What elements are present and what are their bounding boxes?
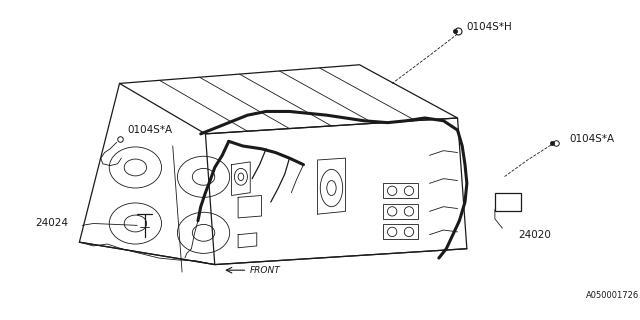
Text: FRONT: FRONT — [250, 266, 281, 275]
Bar — [383, 204, 419, 219]
Text: A050001726: A050001726 — [586, 291, 639, 300]
Bar — [383, 224, 419, 239]
Text: 0104S*A: 0104S*A — [127, 125, 172, 135]
Bar — [383, 183, 419, 198]
Text: 0104S*H: 0104S*H — [467, 22, 513, 32]
Bar — [495, 193, 521, 211]
Text: 24024: 24024 — [35, 219, 68, 228]
Text: 24020: 24020 — [518, 230, 551, 240]
Text: 0104S*A: 0104S*A — [570, 134, 614, 144]
